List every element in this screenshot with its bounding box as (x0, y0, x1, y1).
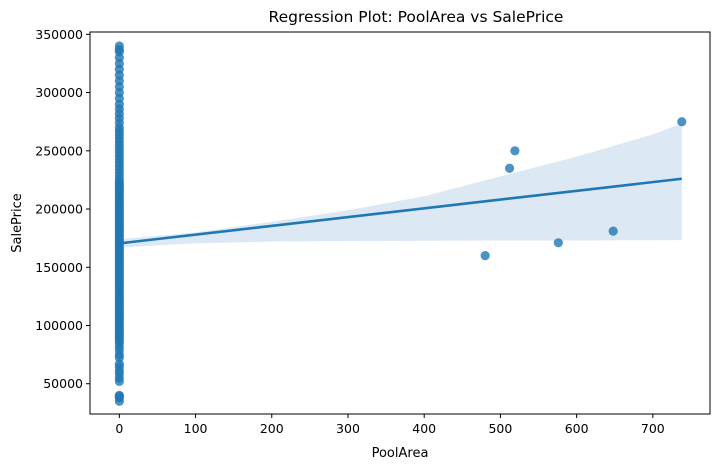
confidence-band (119, 123, 682, 248)
confidence-band-layer (119, 123, 682, 248)
points-layer (114, 41, 687, 406)
y-axis-ticks: 50000 100000 150000 200000 250000 300000 35000… (35, 27, 90, 391)
y-tick-label: 200000 (35, 202, 83, 217)
x-axis-ticks: 0 100 200 300 400 500 600 700 (115, 414, 665, 436)
y-tick-label: 250000 (35, 143, 83, 158)
data-point (608, 226, 618, 236)
data-point (504, 163, 515, 173)
data-point (677, 117, 687, 127)
y-tick-label: 50000 (43, 376, 83, 391)
x-tick-label: 700 (641, 421, 665, 436)
data-point (510, 146, 520, 156)
regression-line-layer (119, 177, 682, 245)
x-tick-label: 200 (260, 421, 284, 436)
y-axis-label: SalePrice (10, 193, 25, 253)
x-tick-label: 600 (565, 421, 589, 436)
data-point (114, 390, 124, 400)
data-point (114, 359, 124, 369)
y-tick-label: 150000 (35, 260, 83, 275)
regression-line (119, 177, 682, 245)
data-point (480, 251, 490, 261)
y-tick-label: 100000 (35, 318, 83, 333)
x-tick-label: 100 (184, 421, 208, 436)
y-tick-label: 350000 (35, 27, 83, 42)
x-tick-label: 300 (336, 421, 360, 436)
plot-frame (89, 31, 711, 415)
x-tick-label: 0 (115, 421, 123, 436)
y-tick-label: 300000 (35, 85, 83, 100)
data-point (114, 41, 124, 51)
x-tick-label: 400 (412, 421, 436, 436)
x-axis-label: PoolArea (372, 446, 429, 461)
data-point (553, 238, 563, 248)
chart-title: Regression Plot: PoolArea vs SalePrice (269, 8, 564, 26)
x-tick-label: 500 (488, 421, 512, 436)
